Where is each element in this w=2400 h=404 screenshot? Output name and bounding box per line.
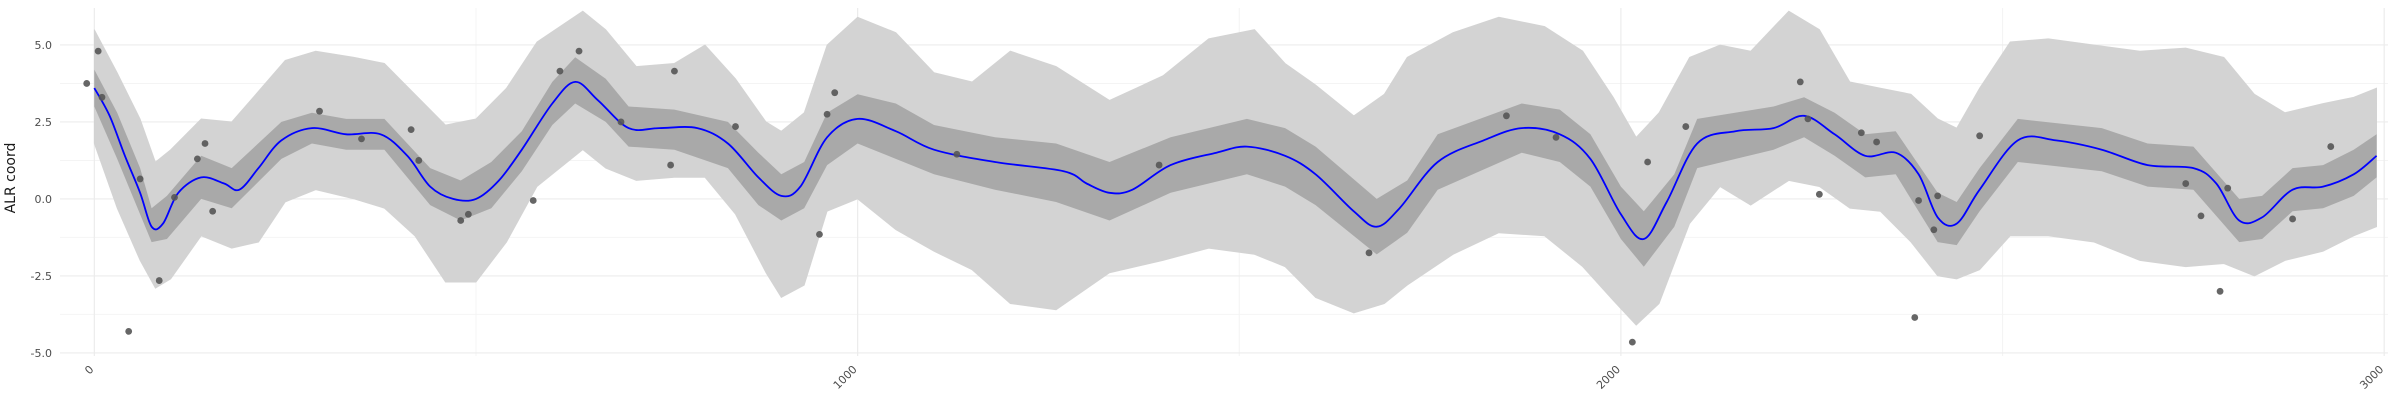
- y-tick-label: -5.0: [31, 347, 52, 360]
- y-axis-title: ALR coord: [3, 143, 19, 214]
- band-layer: [93, 10, 2377, 326]
- observation-point: [2224, 184, 2232, 192]
- y-tick-label: 0.0: [35, 193, 53, 206]
- observation-point: [2216, 287, 2224, 295]
- mean-trend-line: [93, 81, 2378, 240]
- observation-point: [1804, 115, 1812, 123]
- observation-point: [1365, 249, 1373, 257]
- x-tick-label: 2000: [1594, 363, 1623, 392]
- observation-point: [1976, 132, 1984, 140]
- observation-point: [1552, 133, 1560, 141]
- y-tick-label: 2.5: [35, 116, 53, 129]
- x-tick-label: 1000: [831, 363, 860, 392]
- observation-point: [464, 210, 472, 218]
- observation-point: [1682, 123, 1690, 130]
- observation-point: [1796, 78, 1804, 86]
- observation-point: [1930, 226, 1938, 234]
- observation-point: [816, 230, 823, 238]
- observation-point: [2289, 215, 2296, 223]
- observation-point: [1873, 138, 1881, 146]
- observation-point: [732, 123, 739, 130]
- observation-point: [155, 277, 163, 284]
- x-tick-label: 0: [82, 363, 96, 377]
- observation-point: [667, 161, 675, 169]
- observation-point: [1628, 338, 1636, 346]
- observation-point: [1911, 314, 1919, 321]
- observation-point: [671, 67, 678, 75]
- observation-point: [316, 107, 323, 115]
- observation-point: [125, 327, 133, 335]
- observation-point: [415, 157, 423, 164]
- observation-point: [83, 80, 91, 87]
- point-layer: [83, 47, 2335, 346]
- observation-point: [1934, 192, 1942, 200]
- observation-point: [2182, 180, 2190, 187]
- observation-point: [575, 47, 583, 55]
- observation-point: [94, 47, 102, 55]
- observation-point: [136, 175, 144, 183]
- observation-point: [529, 197, 537, 204]
- observation-point: [201, 140, 209, 147]
- observation-point: [171, 193, 178, 201]
- observation-point: [193, 155, 201, 163]
- observation-point: [1644, 158, 1652, 166]
- observation-point: [457, 217, 465, 224]
- observation-point: [1155, 161, 1163, 169]
- observation-point: [209, 207, 217, 215]
- x-tick-label: 3000: [2357, 363, 2386, 392]
- observation-point: [1915, 197, 1922, 204]
- observation-point: [617, 118, 625, 126]
- observation-point: [2197, 212, 2205, 220]
- observation-point: [407, 126, 415, 134]
- line-layer: [93, 81, 2378, 240]
- observation-point: [823, 110, 831, 118]
- observation-point: [1815, 190, 1823, 198]
- y-tick-label: 5.0: [35, 39, 53, 52]
- observation-point: [556, 67, 564, 75]
- y-tick-label: -2.5: [31, 270, 52, 283]
- observation-point: [1503, 112, 1510, 120]
- observation-point: [98, 93, 106, 101]
- inner-confidence-band: [94, 57, 2377, 267]
- observation-point: [831, 89, 839, 97]
- observation-point: [2327, 143, 2335, 150]
- observation-point: [953, 150, 961, 158]
- observation-point: [1857, 129, 1865, 137]
- observation-point: [358, 135, 365, 143]
